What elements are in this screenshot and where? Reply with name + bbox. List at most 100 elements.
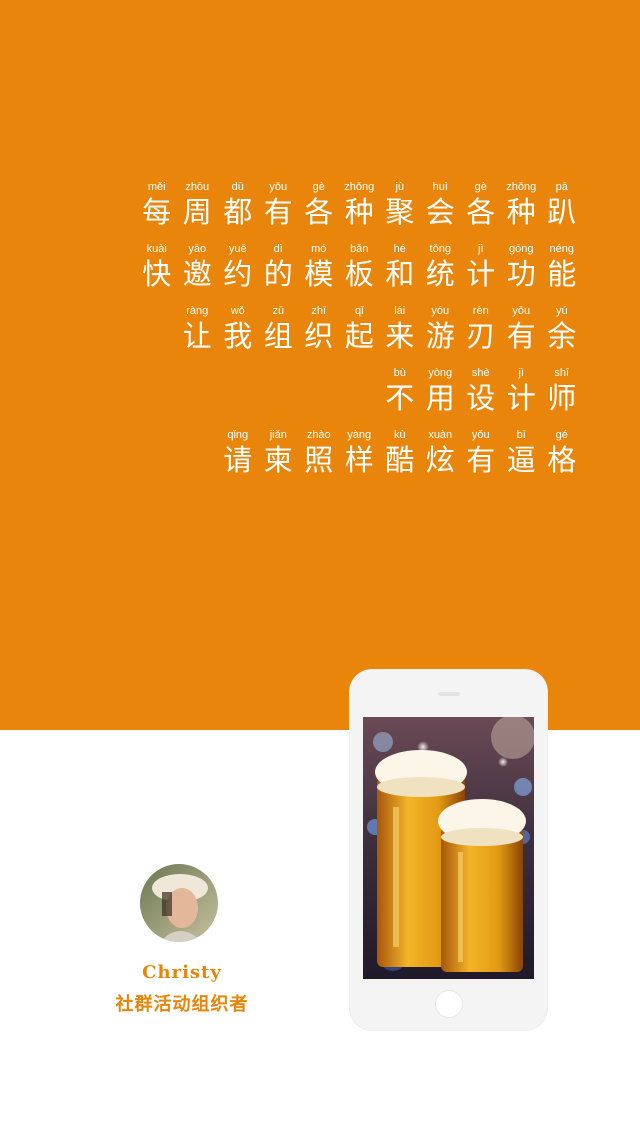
poem-character: qǐ 起 (339, 304, 380, 354)
poem-character: wǒ 我 (218, 304, 259, 354)
hanzi: 功 (506, 257, 536, 291)
phone-mockup (350, 670, 547, 1030)
hanzi: 炫 (425, 443, 455, 477)
hanzi: 各 (466, 195, 496, 229)
poem-character: ràng 让 (177, 304, 218, 354)
poem-character: yǒu 有 (461, 428, 502, 478)
poem-character: jì 计 (461, 242, 502, 292)
poem-character: huì 会 (420, 180, 461, 230)
pinyin: yóu (431, 305, 450, 317)
hanzi: 有 (506, 319, 536, 353)
hanzi: 柬 (263, 443, 293, 477)
poem-character: kuài 快 (137, 242, 178, 292)
poem-character: gè 各 (299, 180, 340, 230)
pinyin: zhī (311, 305, 327, 317)
hanzi: 不 (385, 381, 415, 415)
pinyin: gè (312, 181, 325, 193)
pinyin: wǒ (230, 305, 245, 317)
pinyin: jiǎn (269, 429, 287, 441)
poem-character: zhǒng 种 (339, 180, 380, 230)
poem-character: gè 各 (461, 180, 502, 230)
pinyin: shè (471, 367, 490, 379)
hanzi: 设 (466, 381, 496, 415)
poem-character: bù 不 (380, 366, 421, 416)
pinyin: gé (555, 429, 568, 441)
pinyin: rèn (472, 305, 489, 317)
hanzi: 的 (263, 257, 293, 291)
hanzi: 请 (223, 443, 253, 477)
poem-character: zhào 照 (299, 428, 340, 478)
poem-character: yú 余 (542, 304, 583, 354)
phone-screen-beer-image (363, 717, 534, 979)
pinyin: zhǒng (344, 181, 375, 193)
pinyin: zhào (306, 429, 331, 441)
pinyin: yuē (228, 243, 247, 255)
poem-character: bī 逼 (501, 428, 542, 478)
poem-line: kuài 快 yāo 邀 yuē 约 dì 的 mó 模 bǎn 板 hé 和 tǒng 统 jì 计 gōng 功 n… (137, 230, 583, 292)
pinyin: shī (554, 367, 570, 379)
pinyin: mó (311, 243, 327, 255)
organizer-avatar (140, 864, 218, 942)
poem-character: yuē 约 (218, 242, 259, 292)
pinyin: yú (555, 305, 568, 317)
hanzi: 组 (263, 319, 293, 353)
poem-character: yàng 样 (339, 428, 380, 478)
poem-character: gōng 功 (501, 242, 542, 292)
pinyin: bǎn (350, 243, 369, 255)
poem-character: zǔ 组 (258, 304, 299, 354)
pinyin: měi (147, 181, 166, 193)
pinyin: yǒu (471, 429, 490, 441)
hanzi: 统 (425, 257, 455, 291)
pinyin: pā (555, 181, 568, 193)
pinyin: jì (518, 367, 525, 379)
pinyin: yòng (428, 367, 453, 379)
avatar-photo (140, 864, 218, 942)
hanzi: 游 (425, 319, 455, 353)
hanzi: 有 (466, 443, 496, 477)
hanzi: 计 (506, 381, 536, 415)
pinyin: dū (231, 181, 244, 193)
poem-character: dì 的 (258, 242, 299, 292)
poem-line: bù 不 yòng 用 shè 设 jì 计 shī 师 (380, 354, 583, 416)
poem-character: bǎn 板 (339, 242, 380, 292)
hanzi: 周 (182, 195, 212, 229)
hanzi: 会 (425, 195, 455, 229)
pinyin: lái (394, 305, 406, 317)
organizer-role: 社群活动组织者 (115, 994, 249, 1015)
hanzi: 邀 (182, 257, 212, 291)
hanzi: 用 (425, 381, 455, 415)
poem-character: měi 每 (137, 180, 178, 230)
pinyin: qǐng (227, 429, 249, 441)
hanzi: 能 (547, 257, 577, 291)
pinyin: zǔ (272, 305, 285, 317)
pinyin: bī (516, 429, 526, 441)
hanzi: 每 (142, 195, 172, 229)
pinyin: xuàn (428, 429, 453, 441)
poem-character: yǒu 有 (258, 180, 299, 230)
hanzi: 板 (344, 257, 374, 291)
poem-character: yòng 用 (420, 366, 461, 416)
poem-character: zhī 织 (299, 304, 340, 354)
poem-character: tǒng 统 (420, 242, 461, 292)
poem-character: zhōu 周 (177, 180, 218, 230)
poem-character: zhǒng 种 (501, 180, 542, 230)
pinyin: qǐ (354, 305, 364, 317)
poem-character: gé 格 (542, 428, 583, 478)
poem-character: yóu 游 (420, 304, 461, 354)
pinyin: jù (395, 181, 405, 193)
poem-character: kù 酷 (380, 428, 421, 478)
organizer-name: Christy (142, 962, 222, 983)
hanzi: 约 (223, 257, 253, 291)
pinyin: yāo (188, 243, 207, 255)
poem-character: yāo 邀 (177, 242, 218, 292)
pinyin-poem: měi 每 zhōu 周 dū 都 yǒu 有 gè 各 zhǒng 种 jù 聚 huì 会 gè 各 zhǒng… (137, 168, 583, 478)
hanzi: 余 (547, 319, 577, 353)
pinyin: tǒng (429, 243, 451, 255)
hanzi: 趴 (547, 195, 577, 229)
hanzi: 模 (304, 257, 334, 291)
poem-line: měi 每 zhōu 周 dū 都 yǒu 有 gè 各 zhǒng 种 jù 聚 huì 会 gè 各 zhǒng… (137, 168, 583, 230)
hanzi: 计 (466, 257, 496, 291)
poem-character: shè 设 (461, 366, 502, 416)
hanzi: 都 (223, 195, 253, 229)
poem-character: jù 聚 (380, 180, 421, 230)
